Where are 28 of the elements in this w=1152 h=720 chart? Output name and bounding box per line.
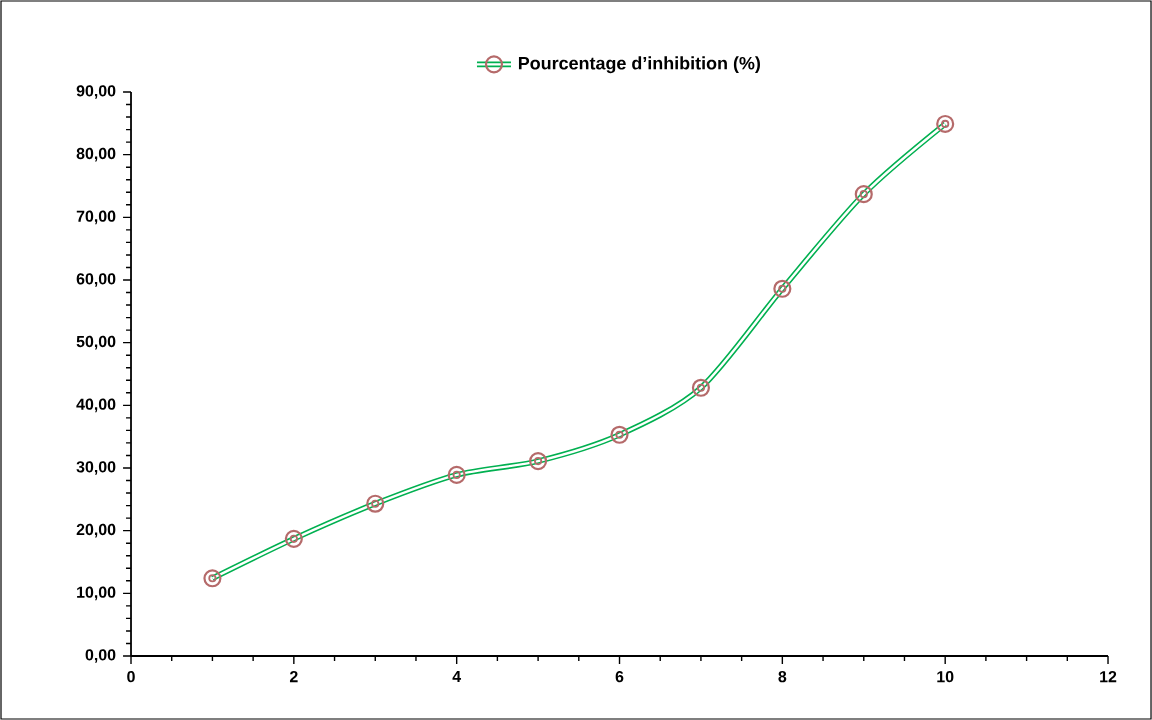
point <box>773 279 792 298</box>
x-tick-label: 0 <box>127 671 135 683</box>
legend-label: Pourcentage d’inhibition (%) <box>518 56 760 74</box>
y-tick-label: 0,00 <box>85 649 116 663</box>
y-tick-label: 30,00 <box>76 461 116 475</box>
y-tick-label: 90,00 <box>76 85 116 99</box>
y-tick-label: 80,00 <box>76 147 116 162</box>
point <box>691 378 710 397</box>
point <box>203 569 222 588</box>
y-tick-label: 40,00 <box>76 398 116 413</box>
point <box>366 494 385 513</box>
point <box>936 114 955 134</box>
point <box>529 452 548 471</box>
y-tick-label: 60,00 <box>76 273 116 287</box>
point <box>284 529 303 548</box>
point <box>447 465 466 484</box>
x-tick-label: 2 <box>289 671 298 683</box>
point <box>854 185 873 204</box>
x-tick-label: 6 <box>615 671 624 683</box>
y-tick-label: 70,00 <box>76 210 116 225</box>
y-tick-label: 10,00 <box>77 586 116 601</box>
x-tick-label: 12 <box>1100 671 1117 683</box>
x-tick-label: 10 <box>937 671 954 683</box>
x-tick-label: 8 <box>778 671 787 683</box>
y-tick-label: 20,00 <box>76 523 116 538</box>
y-tick-label: 50,00 <box>76 335 116 350</box>
x-tick-label: 4 <box>452 671 462 682</box>
point <box>610 425 629 444</box>
